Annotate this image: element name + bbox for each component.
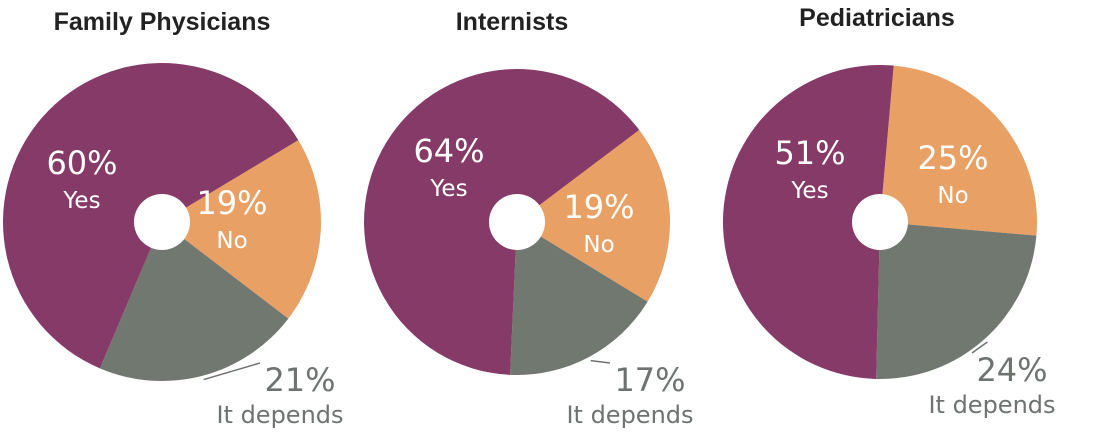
slice-it-depends	[510, 222, 648, 375]
slice-no	[880, 65, 1037, 236]
slice-category-label: No	[937, 183, 968, 209]
outside-percent-label: 21%	[264, 361, 335, 399]
outside-category-label: It depends	[216, 401, 343, 429]
slice-percent-label: 60%	[46, 144, 117, 182]
leader-line	[971, 341, 988, 354]
donut-hole	[134, 194, 190, 250]
slice-yes	[723, 65, 894, 379]
slice-it-depends	[99, 222, 289, 381]
slice-no	[162, 140, 321, 319]
slice-percent-label: 19%	[563, 188, 634, 226]
leader-line	[203, 362, 261, 381]
leader-line	[590, 359, 611, 364]
slice-category-label: Yes	[62, 188, 100, 214]
donut-hole	[852, 194, 908, 250]
outside-category-label: It depends	[928, 391, 1055, 419]
outside-percent-label: 17%	[614, 361, 685, 399]
slice-it-depends	[876, 222, 1037, 380]
chart-title: Pediatricians	[799, 4, 955, 32]
chart-title: Family Physicians	[54, 8, 271, 36]
donut-chart-internists: Internists 64% Yes 19% No 17%It depends	[364, 8, 694, 429]
slice-percent-label: 25%	[917, 139, 988, 177]
slice-category-label: No	[216, 228, 247, 254]
slice-percent-label: 51%	[774, 134, 845, 172]
outside-percent-label: 24%	[976, 351, 1047, 389]
slice-percent-label: 64%	[413, 132, 484, 170]
outside-category-label: It depends	[566, 401, 693, 429]
donut-hole	[489, 194, 545, 250]
slice-percent-label: 19%	[196, 184, 267, 222]
donut-chart-family-physicians: Family Physicians 60% Yes 19% No 21%It depend…	[2, 8, 344, 429]
slice-category-label: Yes	[429, 176, 467, 202]
donut-chart-pediatricians: Pediatricians 51% Yes 25% No 24%It depends	[723, 4, 1056, 419]
slice-no	[517, 129, 670, 302]
slice-category-label: Yes	[790, 178, 828, 204]
chart-title: Internists	[456, 8, 569, 36]
slice-category-label: No	[583, 232, 614, 258]
